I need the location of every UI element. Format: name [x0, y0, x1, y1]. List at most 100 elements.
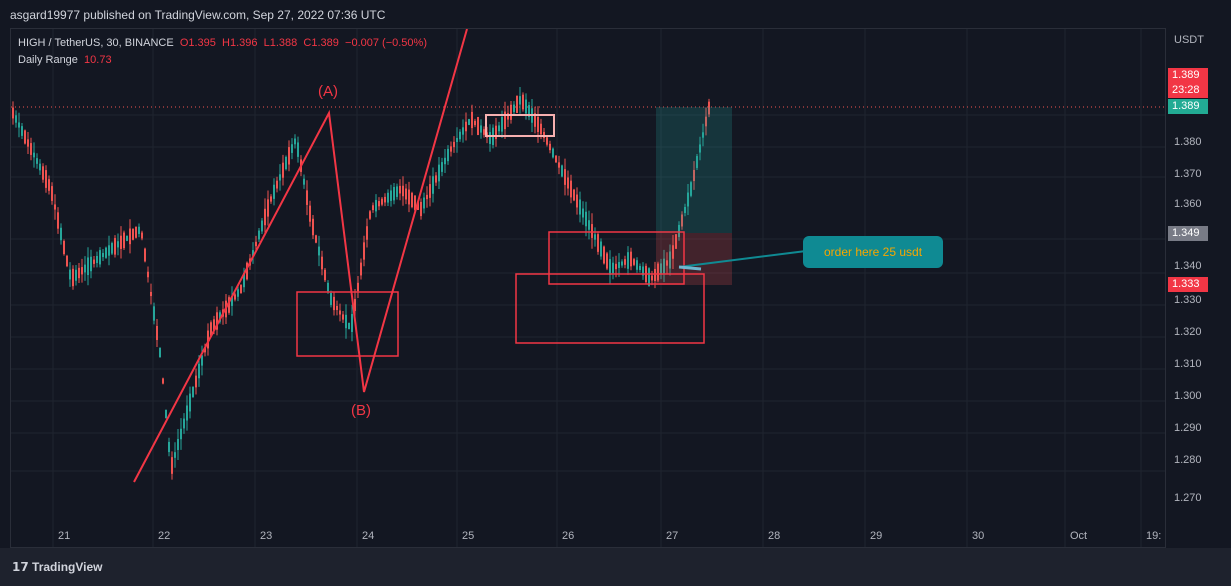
candle-body [420, 201, 422, 217]
tradingview-logo[interactable]: 𝟭𝟳 TradingView [12, 560, 103, 574]
candle-body [672, 245, 674, 259]
candle-body [93, 259, 95, 264]
candle-body [204, 347, 206, 353]
candle-body [111, 243, 113, 254]
candle-body [663, 258, 665, 274]
candle-body [15, 115, 17, 123]
time-tick-label: 28 [768, 530, 781, 542]
chart-svg[interactable] [11, 29, 1166, 548]
candle-body [33, 152, 35, 158]
order-callout[interactable]: order here 25 usdt [803, 236, 943, 268]
price-axis[interactable]: USDT 1.380 1.370 1.360 1.340 1.330 1.320 1.310… [1166, 28, 1231, 548]
wave-label-b: (B) [351, 402, 371, 419]
candle-body [162, 378, 164, 384]
candle-body [231, 296, 233, 306]
candle-body [348, 322, 350, 330]
candle-body [357, 282, 359, 292]
candle-body [150, 291, 152, 297]
price-tick-label: 1.290 [1174, 422, 1202, 434]
time-axis[interactable]: 21 22 23 24 25 26 27 28 29 30 Oct 19: [10, 526, 1166, 546]
candle-body [408, 189, 410, 205]
candle-body [480, 125, 482, 133]
candle-body [132, 228, 134, 240]
wave-label-a: (A) [318, 83, 338, 100]
candle-body [255, 241, 257, 247]
candle-body [648, 268, 650, 286]
candle-body [393, 186, 395, 201]
candle-body [603, 246, 605, 264]
price-tick-label: 1.280 [1174, 454, 1202, 466]
candle-body [615, 263, 617, 270]
candle-body [309, 205, 311, 222]
candle-body [147, 271, 149, 278]
candle-body [678, 224, 680, 238]
candle-body [264, 208, 266, 226]
candle-body [288, 147, 290, 165]
candle-body [597, 234, 599, 252]
candle-body [228, 297, 230, 313]
candle-body [396, 186, 398, 197]
candle-body [189, 393, 191, 412]
candle-body [540, 123, 542, 135]
candle-body [366, 226, 368, 240]
candle-body [516, 95, 518, 113]
candle-body [525, 99, 527, 114]
close-value: C1.389 [303, 37, 339, 49]
candle-body [435, 175, 437, 183]
candle-body [504, 111, 506, 130]
time-tick-label: 23 [260, 530, 273, 542]
candle-body [207, 330, 209, 349]
candle-body [279, 174, 281, 181]
open-value: O1.395 [179, 37, 216, 49]
candle-body [363, 242, 365, 260]
candle-body [471, 111, 473, 129]
candle-body [243, 272, 245, 288]
candle-body [48, 179, 50, 191]
candle-body [240, 284, 242, 294]
candle-body [159, 347, 161, 358]
candle-body [261, 220, 263, 232]
candle-body [561, 165, 563, 177]
candle-body [495, 125, 497, 139]
indicator-row: Daily Range 10.73 [18, 52, 427, 69]
candle-body [342, 314, 344, 320]
candle-body [129, 228, 131, 245]
candle-body [18, 122, 20, 128]
candle-body [444, 157, 446, 165]
zone-box-support [515, 273, 705, 344]
symbol-text[interactable]: HIGH / TetherUS, 30, BINANCE [18, 37, 174, 49]
candle-body [426, 194, 428, 200]
countdown-tag: 23:28 [1168, 83, 1208, 98]
chart-canvas[interactable] [10, 28, 1166, 548]
indicator-name[interactable]: Daily Range [18, 54, 78, 66]
candle-body [627, 252, 629, 269]
candle-body [642, 266, 644, 276]
time-tick-label: Oct [1070, 530, 1088, 542]
candle-body [621, 261, 623, 266]
candle-body [90, 256, 92, 272]
candle-body [555, 155, 557, 163]
candle-body [633, 259, 635, 265]
price-tick-label: 1.300 [1174, 390, 1202, 402]
candle-body [303, 178, 305, 185]
candle-body [345, 314, 347, 329]
candle-body [552, 148, 554, 158]
candle-body [417, 202, 419, 210]
publisher-text: asgard19977 published on TradingView.com… [10, 8, 386, 22]
candle-body [600, 241, 602, 257]
candle-body [291, 144, 293, 153]
candle-body [285, 156, 287, 170]
candle-body [429, 184, 431, 198]
candle-body [651, 275, 653, 281]
candle-body [318, 246, 320, 256]
candle-body [702, 132, 704, 138]
candle-body [330, 293, 332, 305]
price-tick-label: 1.310 [1174, 358, 1202, 370]
candle-body [684, 207, 686, 213]
candle-body [414, 195, 416, 211]
candle-body [339, 310, 341, 315]
candle-body [42, 166, 44, 180]
candle-body [102, 252, 104, 258]
candle-body [567, 177, 569, 189]
time-tick-label: 19: [1146, 530, 1162, 542]
